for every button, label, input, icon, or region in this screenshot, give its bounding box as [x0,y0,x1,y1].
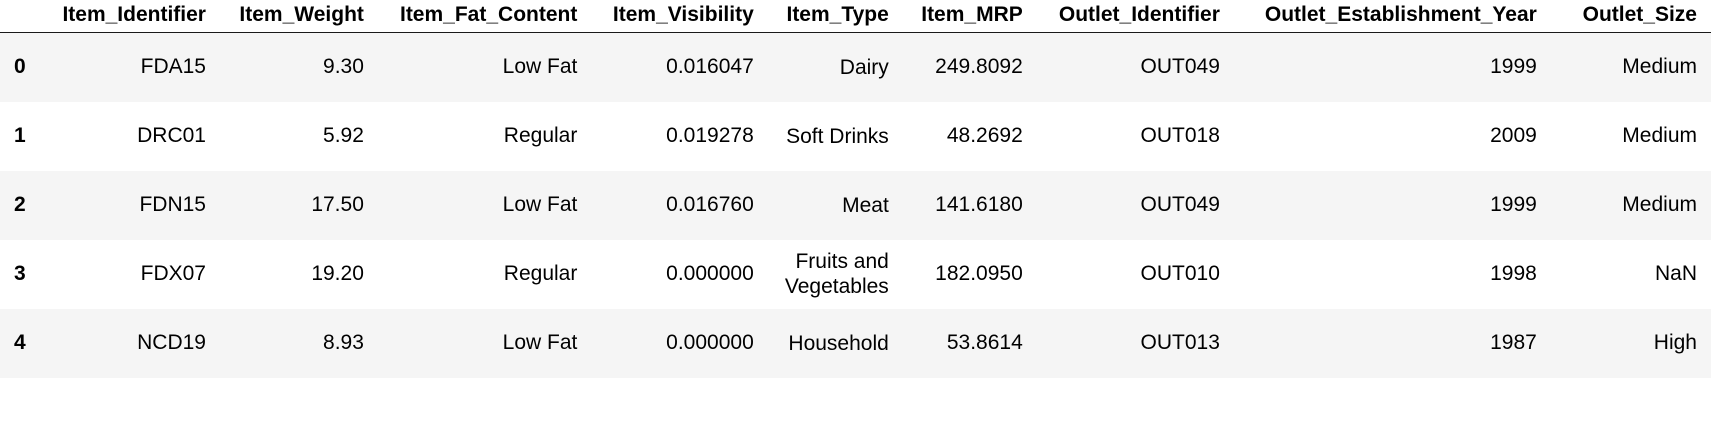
column-header-outlet-identifier: Outlet_Identifier [1036,0,1234,33]
cell-item-fat-content: Low Fat [502,331,578,354]
cell-item-weight: 5.92 [323,124,364,147]
cell-outlet-identifier: OUT018 [1140,124,1220,147]
cell-item-fat-content: Regular [503,262,578,285]
cell-outlet-establishment-year: 1999 [1490,55,1537,79]
table-row: 0 FDA15 9.30 Low Fat 0.016047 Dairy 249.… [0,32,1711,102]
dataframe-table: Item_Identifier Item_Weight Item_Fat_Con… [0,0,1711,378]
cell-item-weight: 19.20 [311,262,364,285]
column-header-item-mrp: Item_MRP [902,0,1037,33]
cell-item-visibility: 0.000000 [666,262,754,285]
cell-item-type: Dairy [839,55,889,79]
cell-item-visibility: 0.016760 [666,193,754,216]
cell-item-identifier: NCD19 [137,331,206,354]
row-index: 4 [14,331,26,354]
cell-outlet-size: High [1653,331,1697,354]
table-row: 2 FDN15 17.50 Low Fat 0.016760 Meat 141.… [0,170,1711,240]
index-header [0,0,51,33]
table-body: 0 FDA15 9.30 Low Fat 0.016047 Dairy 249.… [0,32,1711,378]
cell-item-fat-content: Low Fat [502,55,578,79]
column-header-item-identifier: Item_Identifier [50,0,220,33]
cell-outlet-establishment-year: 1999 [1490,193,1537,216]
header-row: Item_Identifier Item_Weight Item_Fat_Con… [0,0,1711,33]
cell-item-fat-content: Low Fat [502,193,578,216]
column-header-outlet-size: Outlet_Size [1550,0,1711,33]
cell-item-identifier: DRC01 [137,124,206,147]
cell-item-type: Household [788,331,889,355]
cell-item-visibility: 0.019278 [666,124,754,147]
table-row: 4 NCD19 8.93 Low Fat 0.000000 Household … [0,308,1711,378]
row-index: 1 [14,124,26,147]
column-header-item-fat-content: Item_Fat_Content [377,0,592,33]
row-index: 2 [14,193,26,216]
column-header-item-type: Item_Type [767,0,903,33]
cell-outlet-size: NaN [1654,262,1697,285]
table-row: 3 FDX07 19.20 Regular 0.000000 Fruits an… [0,239,1711,309]
cell-outlet-establishment-year: 1998 [1490,262,1537,285]
cell-outlet-size: Medium [1622,124,1697,147]
cell-outlet-identifier: OUT049 [1140,55,1220,79]
cell-outlet-identifier: OUT010 [1140,262,1220,285]
cell-item-mrp: 53.8614 [946,331,1023,354]
column-header-outlet-establishment-year: Outlet_Establishment_Year [1233,0,1551,33]
cell-item-visibility: 0.000000 [666,331,754,354]
cell-outlet-establishment-year: 2009 [1490,124,1537,147]
cell-item-weight: 17.50 [311,193,364,216]
cell-item-identifier: FDA15 [140,55,206,79]
cell-outlet-size: Medium [1622,193,1697,216]
cell-outlet-identifier: OUT013 [1140,331,1220,354]
row-index: 3 [14,262,26,285]
cell-item-identifier: FDX07 [140,262,206,285]
cell-outlet-establishment-year: 1987 [1490,331,1537,354]
table-row: 1 DRC01 5.92 Regular 0.019278 Soft Drink… [0,101,1711,171]
table-header: Item_Identifier Item_Weight Item_Fat_Con… [0,0,1711,33]
cell-item-mrp: 48.2692 [946,124,1023,147]
cell-item-mrp: 249.8092 [935,55,1023,79]
cell-item-visibility: 0.016047 [666,55,754,79]
column-header-item-weight: Item_Weight [219,0,378,33]
cell-item-type: Meat [842,193,889,217]
cell-item-identifier: FDN15 [139,193,206,216]
cell-outlet-size: Medium [1622,55,1697,79]
cell-item-weight: 9.30 [323,55,364,79]
cell-outlet-identifier: OUT049 [1140,193,1220,216]
cell-item-type: Soft Drinks [786,124,889,148]
row-index: 0 [14,55,26,79]
cell-item-fat-content: Regular [503,124,578,147]
cell-item-weight: 8.93 [323,331,364,354]
column-header-item-visibility: Item_Visibility [591,0,768,33]
cell-item-mrp: 182.0950 [935,262,1023,285]
cell-item-type: Fruits and Vegetables [784,250,889,298]
cell-item-mrp: 141.6180 [935,193,1023,216]
